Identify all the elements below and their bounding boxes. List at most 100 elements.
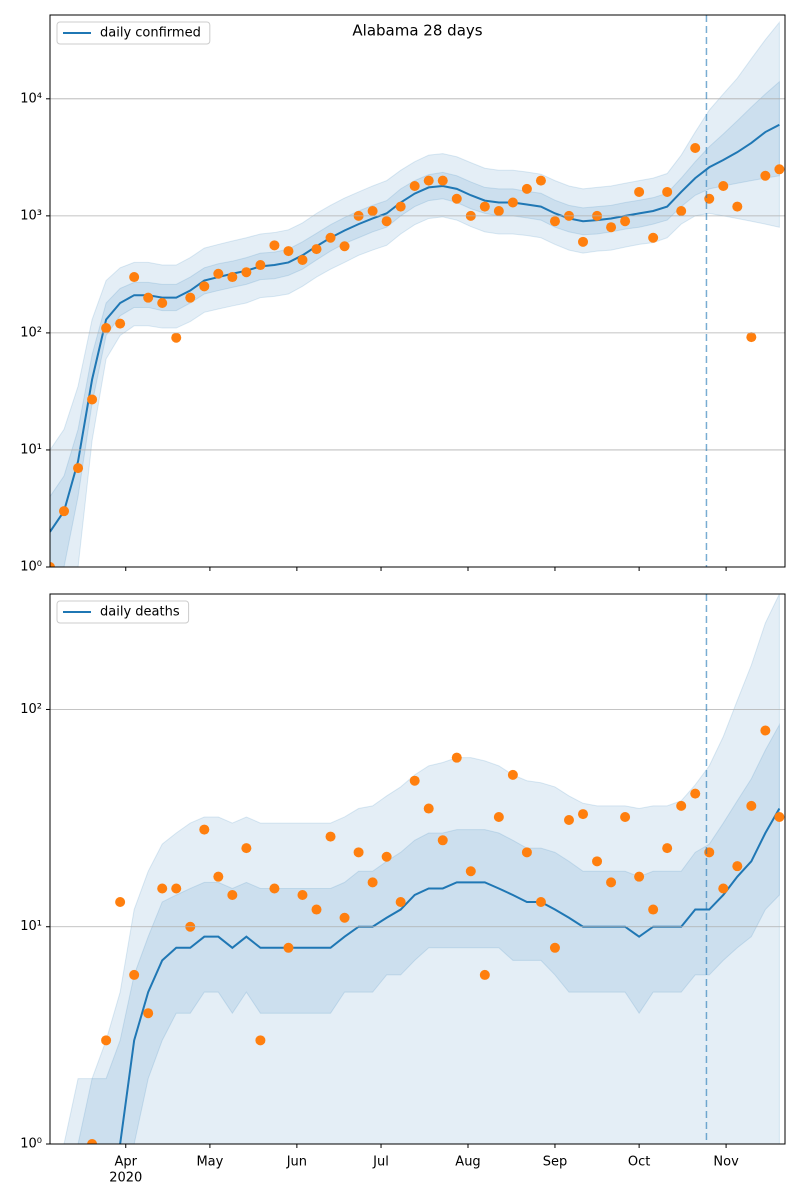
- data-point: [157, 298, 168, 309]
- data-point: [648, 232, 659, 243]
- data-point: [241, 843, 252, 854]
- data-point: [101, 323, 112, 334]
- y-tick-label: 10²: [20, 702, 42, 717]
- data-point: [437, 835, 448, 846]
- data-point: [409, 775, 420, 786]
- data-point: [381, 851, 392, 862]
- data-point: [732, 861, 743, 872]
- data-point: [493, 811, 504, 822]
- data-point: [241, 267, 252, 278]
- confidence-band: [50, 722, 780, 1144]
- data-point: [283, 246, 294, 257]
- confidence-band: [50, 20, 780, 567]
- data-point: [101, 1035, 112, 1046]
- data-point: [409, 180, 420, 191]
- data-point: [479, 969, 490, 980]
- plot-area: [50, 20, 785, 567]
- data-point: [213, 871, 224, 882]
- data-point: [395, 896, 406, 907]
- data-point: [760, 725, 771, 736]
- data-point: [129, 272, 140, 283]
- data-point: [648, 904, 659, 915]
- x-tick-label: Sep: [543, 1155, 568, 1170]
- data-point: [255, 1035, 266, 1046]
- data-point: [507, 769, 518, 780]
- axes-frame: [49, 14, 786, 568]
- data-point: [507, 197, 518, 208]
- data-point: [732, 201, 743, 212]
- data-point: [143, 1008, 154, 1019]
- y-tick-label: 10⁰: [20, 560, 42, 575]
- data-point: [59, 506, 70, 517]
- axes-frame: [49, 593, 786, 1145]
- confidence-band: [50, 594, 780, 1144]
- data-point: [662, 186, 673, 197]
- x-tick-label: Oct: [628, 1155, 650, 1170]
- data-point: [535, 175, 546, 186]
- legend-box: [56, 600, 190, 624]
- data-point: [521, 183, 532, 194]
- data-point: [255, 260, 266, 271]
- data-point: [115, 318, 126, 329]
- data-point: [718, 180, 729, 191]
- data-point: [521, 847, 532, 858]
- data-point: [367, 877, 378, 888]
- data-point: [50, 562, 55, 567]
- data-point: [592, 856, 603, 867]
- x-tick-label: Nov: [713, 1155, 739, 1170]
- data-point: [283, 942, 294, 953]
- y-tick-label: 10³: [20, 208, 42, 223]
- data-point: [227, 889, 238, 900]
- y-tick-label: 10⁴: [20, 91, 42, 106]
- data-point: [325, 232, 336, 243]
- data-point: [171, 332, 182, 343]
- data-point: [353, 847, 364, 858]
- data-point: [73, 463, 84, 474]
- data-point: [535, 896, 546, 907]
- data-point: [760, 170, 771, 181]
- data-point: [269, 240, 280, 251]
- data-point: [269, 883, 280, 894]
- data-point: [549, 942, 560, 953]
- data-point: [199, 824, 210, 835]
- data-point: [171, 883, 182, 894]
- data-point: [87, 1139, 98, 1144]
- chart-title: Alabama 28 days: [352, 22, 482, 40]
- data-point: [423, 175, 434, 186]
- data-point: [690, 788, 701, 799]
- data-point: [185, 292, 196, 303]
- data-point: [606, 222, 617, 233]
- data-point: [676, 800, 687, 811]
- data-point: [606, 877, 617, 888]
- data-point: [718, 883, 729, 894]
- data-point: [465, 866, 476, 877]
- data-point: [774, 811, 785, 822]
- data-point: [87, 394, 98, 405]
- data-point: [129, 969, 140, 980]
- data-point: [325, 831, 336, 842]
- legend-label: daily confirmed: [100, 26, 201, 41]
- data-point: [395, 201, 406, 212]
- data-point: [339, 241, 350, 252]
- data-point: [662, 843, 673, 854]
- data-point: [549, 216, 560, 227]
- x-tick-label: Aug: [455, 1155, 480, 1170]
- data-point: [634, 186, 645, 197]
- x-tick-label: Jun: [286, 1155, 307, 1170]
- data-point: [213, 268, 224, 279]
- data-point: [311, 244, 322, 255]
- data-point: [676, 206, 687, 217]
- y-tick-label: 10¹: [20, 919, 42, 934]
- data-point: [690, 142, 701, 153]
- x-tick-label: May: [196, 1155, 223, 1170]
- y-tick-label: 10¹: [20, 442, 42, 457]
- data-point: [451, 752, 462, 763]
- data-point: [423, 803, 434, 814]
- x-tick-label: Jul: [372, 1155, 389, 1170]
- data-point: [479, 201, 490, 212]
- data-point: [563, 814, 574, 825]
- data-point: [297, 889, 308, 900]
- data-point: [143, 292, 154, 303]
- data-point: [578, 236, 589, 247]
- data-point: [746, 332, 757, 343]
